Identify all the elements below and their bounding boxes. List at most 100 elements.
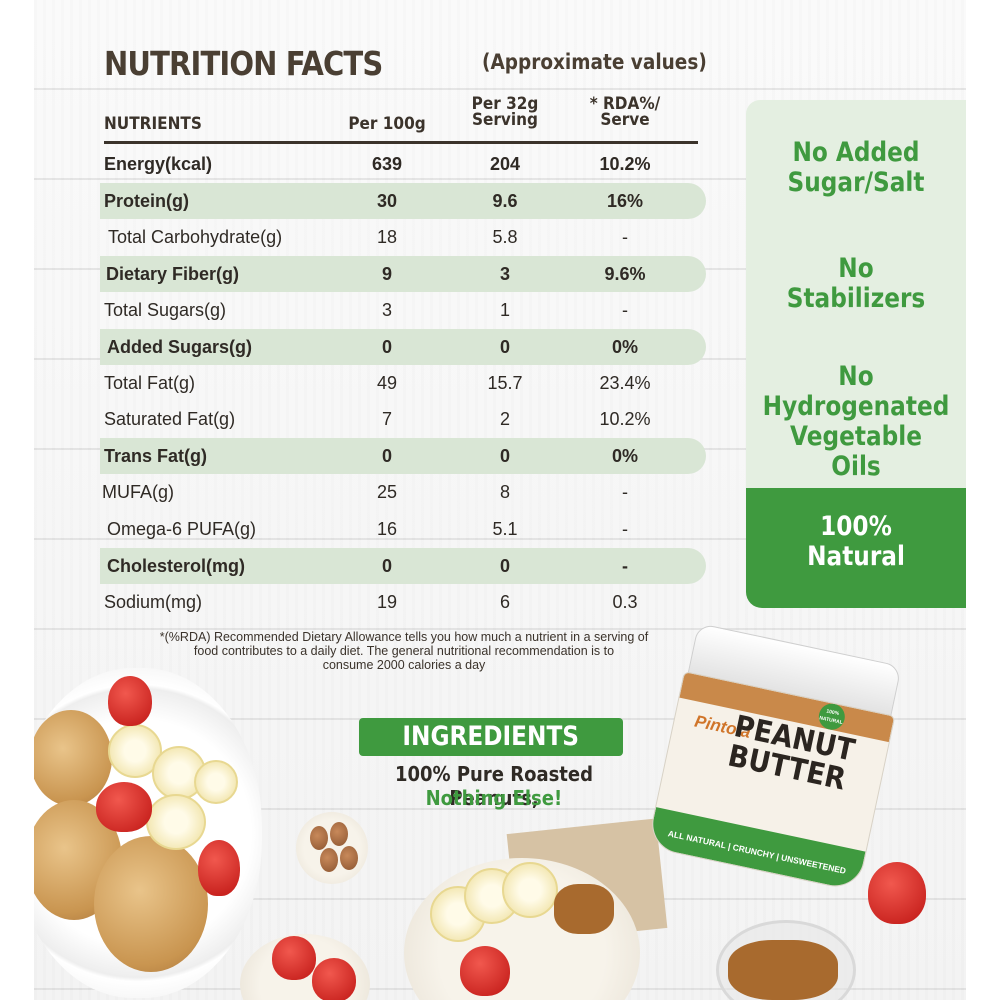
ingredients-tagline: Nothing Else! xyxy=(334,786,654,810)
value-rda: - xyxy=(622,556,628,576)
nutrient-name: Total Sugars(g) xyxy=(104,300,227,320)
page-title: NUTRITION FACTS xyxy=(104,44,383,83)
value-rda: 10.2% xyxy=(599,154,651,174)
table-row: Sodium(mg) 19 6 0.3 xyxy=(104,584,698,620)
table-row: Dietary Fiber(g) 9 3 9.6% xyxy=(100,256,706,292)
claims-background xyxy=(746,100,966,490)
value-per-serving: 0 xyxy=(499,556,510,576)
value-per-serving: 204 xyxy=(489,154,521,174)
table-row: Total Carbohydrate(g) 18 5.8 - xyxy=(104,219,698,255)
nutrient-name: Sodium(mg) xyxy=(104,592,203,612)
value-per-serving: 1 xyxy=(499,300,510,320)
value-per-100g: 30 xyxy=(376,191,398,211)
value-per-100g: 0 xyxy=(381,337,392,357)
header-per-serving: Per 32g Serving xyxy=(471,94,539,130)
banana-slice-image xyxy=(146,794,206,850)
value-rda: 0% xyxy=(611,337,638,357)
nutrient-name: Saturated Fat(g) xyxy=(104,409,236,429)
nutrient-name: Added Sugars(g) xyxy=(107,337,253,357)
row-highlight xyxy=(100,548,706,584)
claim-line: Hydrogenated xyxy=(762,391,950,422)
value-per-100g: 3 xyxy=(381,300,392,320)
value-per-serving: 5.8 xyxy=(492,227,518,247)
ingredients-heading: INGREDIENTS xyxy=(359,718,623,756)
rda-footnote: *(%RDA) Recommended Dietary Allowance te… xyxy=(124,630,684,672)
nutrient-name: Trans Fat(g) xyxy=(104,446,208,466)
table-row: Total Sugars(g) 3 1 - xyxy=(104,292,698,328)
footnote-line: *(%RDA) Recommended Dietary Allowance te… xyxy=(159,630,649,644)
claim-line: 100% xyxy=(820,511,892,542)
table-row: Total Fat(g) 49 15.7 23.4% xyxy=(104,365,698,401)
value-per-100g: 49 xyxy=(376,373,398,393)
value-per-serving: 0 xyxy=(499,337,510,357)
approximate-values-note: (Approximate values) xyxy=(482,50,707,74)
value-per-100g: 9 xyxy=(381,264,392,284)
table-header: NUTRIENTS Per 100g Per 32g Serving * RDA… xyxy=(104,92,698,138)
strawberry-image xyxy=(460,946,510,996)
value-per-serving: 15.7 xyxy=(487,373,523,393)
product-info-panel: NUTRITION FACTS (Approximate values) NUT… xyxy=(34,0,966,1000)
row-highlight xyxy=(100,183,706,219)
value-rda: 16% xyxy=(606,191,644,211)
ingredients-line: 100% Pure Roasted Peanuts, xyxy=(394,762,594,810)
almond-image xyxy=(320,848,338,872)
claim-line: No Added xyxy=(792,137,920,168)
table-row: Cholesterol(mg) 0 0 - xyxy=(100,548,706,584)
product-claims: No Added Sugar/Salt No Stabilizers No Hy… xyxy=(746,100,966,608)
nutrient-name: Dietary Fiber(g) xyxy=(106,264,240,284)
claim-line: Natural xyxy=(807,541,905,572)
table-row: Omega-6 PUFA(g) 16 5.1 - xyxy=(104,511,698,547)
footnote-line: food contributes to a daily diet. The ge… xyxy=(193,644,615,658)
value-rda: - xyxy=(622,227,628,247)
strawberry-image xyxy=(868,862,926,924)
claim-100-natural: 100% Natural xyxy=(746,488,966,608)
pancake-image xyxy=(34,710,112,806)
header-rda: * RDA%/ Serve xyxy=(589,94,661,130)
claim-no-stabilizers: No Stabilizers xyxy=(761,254,950,314)
value-rda: 0% xyxy=(611,446,638,466)
banana-slice-image xyxy=(502,862,558,918)
strawberry-image xyxy=(272,936,316,980)
row-highlight xyxy=(100,438,706,474)
footnote-line: consume 2000 calories a day xyxy=(322,658,486,672)
row-highlight xyxy=(100,329,706,365)
strawberry-image xyxy=(312,958,356,1000)
almond-image xyxy=(340,846,358,870)
nutrient-name: Cholesterol(mg) xyxy=(107,556,246,576)
value-per-serving: 3 xyxy=(499,264,510,284)
strawberry-image xyxy=(198,840,240,896)
ingredients-text: 100% Pure Roasted Peanuts, xyxy=(334,762,654,810)
value-per-serving: 5.1 xyxy=(492,519,518,539)
value-per-100g: 7 xyxy=(381,409,392,429)
value-per-100g: 19 xyxy=(376,592,398,612)
table-row: Energy(kcal) 639 204 10.2% xyxy=(104,146,698,182)
granola-image xyxy=(554,884,614,934)
pancake-image xyxy=(94,836,208,972)
value-per-100g: 18 xyxy=(376,227,398,247)
claim-no-added-sugar-salt: No Added Sugar/Salt xyxy=(761,138,950,198)
ingredients-heading-text: INGREDIENTS xyxy=(402,721,580,752)
banana-slice-image xyxy=(194,760,238,804)
table-row: Added Sugars(g) 0 0 0% xyxy=(100,329,706,365)
table-row: Protein(g) 30 9.6 16% xyxy=(100,183,706,219)
table-row: Saturated Fat(g) 7 2 10.2% xyxy=(104,401,698,437)
value-rda: 0.3 xyxy=(612,592,638,612)
nutrient-name: Energy(kcal) xyxy=(104,154,213,174)
value-rda: - xyxy=(622,300,628,320)
almond-image xyxy=(310,826,328,850)
value-rda: 23.4% xyxy=(599,373,651,393)
claim-line: Vegetable Oils xyxy=(790,421,922,482)
value-per-100g: 16 xyxy=(376,519,398,539)
value-per-100g: 25 xyxy=(376,482,398,502)
value-per-100g: 639 xyxy=(371,154,403,174)
value-per-serving: 6 xyxy=(499,592,510,612)
granola-image xyxy=(728,940,838,1000)
nutrient-name: Total Fat(g) xyxy=(104,373,196,393)
strawberry-image xyxy=(108,676,152,726)
claim-line: No xyxy=(838,361,874,392)
nutrient-name: Total Carbohydrate(g) xyxy=(108,227,283,247)
value-rda: - xyxy=(622,482,628,502)
strawberry-image xyxy=(96,782,152,832)
nutrient-name: MUFA(g) xyxy=(102,482,174,502)
value-per-serving: 8 xyxy=(499,482,510,502)
